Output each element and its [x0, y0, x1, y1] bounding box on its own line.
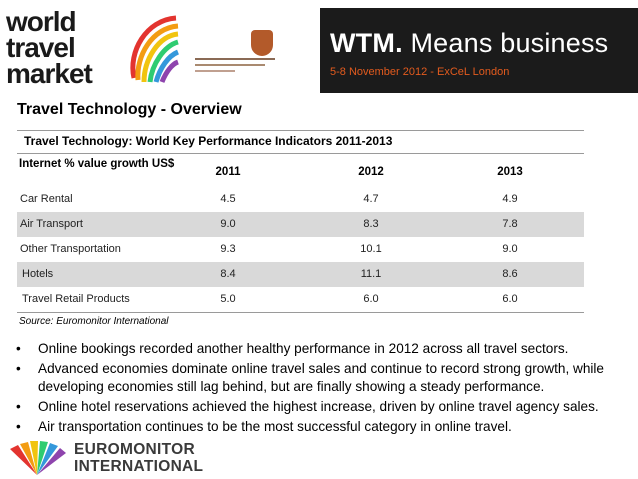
page-title: Travel Technology - Overview — [17, 101, 242, 118]
cell-value: 4.5 — [220, 193, 236, 205]
event-date: 5-8 November 2012 - ExCeL London — [330, 66, 510, 78]
cell-value: 6.0 — [363, 293, 379, 305]
table-row: Air Transport 9.0 8.3 7.8 — [17, 212, 584, 237]
cell-value: 10.1 — [360, 243, 382, 255]
table-bottom-rule — [17, 312, 584, 313]
row-label: Air Transport — [20, 218, 83, 230]
row-label: Hotels — [22, 268, 54, 280]
slogan-rest: Means business — [402, 28, 609, 58]
header-banner: world travel market WTM. Means business … — [0, 0, 638, 93]
table-row: Car Rental 4.5 4.7 4.9 — [17, 187, 584, 212]
table-row: Travel Retail Products 5.0 6.0 6.0 — [17, 287, 584, 312]
bullet-text: Online bookings recorded another healthy… — [38, 341, 569, 356]
table-header-rule — [17, 153, 584, 154]
slogan-text: WTM. Means business — [330, 28, 608, 59]
cell-value: 11.1 — [360, 268, 382, 280]
euromonitor-wordmark: EUROMONITOR — [74, 441, 195, 458]
wtm-slogan-panel: WTM. Means business 5-8 November 2012 - … — [320, 8, 638, 93]
cell-value: 8.3 — [363, 218, 379, 230]
bullet-marker: • — [16, 399, 21, 414]
cell-value: 6.0 — [502, 293, 518, 305]
cell-value: 9.0 — [502, 243, 518, 255]
international-wordmark: INTERNATIONAL — [74, 458, 204, 475]
cell-value: 4.7 — [363, 193, 379, 205]
logo-word-travel: travel — [6, 32, 76, 63]
row-label: Car Rental — [20, 193, 73, 205]
table-row: Hotels 8.4 11.1 8.6 — [17, 262, 584, 287]
bullet-text: Air transportation continues to be the m… — [38, 419, 512, 434]
table-title: Travel Technology: World Key Performance… — [24, 134, 393, 148]
cell-value: 8.6 — [502, 268, 518, 280]
column-header-2013: 2013 — [497, 166, 523, 178]
world-travel-market-logo: world travel market — [6, 6, 180, 89]
row-label: Travel Retail Products — [22, 293, 130, 305]
bullet-text: Advanced economies dominate online trave… — [38, 361, 604, 394]
row-label: Other Transportation — [20, 243, 121, 255]
bullet-text: Online hotel reservations achieved the h… — [38, 399, 599, 414]
logo-word-market: market — [6, 58, 93, 89]
cell-value: 4.9 — [502, 193, 518, 205]
bullet-marker: • — [16, 361, 21, 376]
logo-word-world: world — [6, 6, 77, 37]
table-header-label: Internet % value growth US$ — [19, 158, 175, 170]
euromonitor-logo: EUROMONITOR INTERNATIONAL — [8, 439, 208, 475]
sunburst-icon — [10, 441, 66, 475]
source-note: Source: Euromonitor International — [19, 316, 169, 327]
slogan-wtm: WTM. — [330, 28, 403, 58]
table-row: Other Transportation 9.3 10.1 9.0 — [17, 237, 584, 262]
bullet-marker: • — [16, 419, 21, 434]
cell-value: 7.8 — [502, 218, 518, 230]
column-header-2012: 2012 — [358, 166, 384, 178]
globe-swirl-icon — [130, 15, 180, 83]
column-header-2011: 2011 — [215, 166, 241, 178]
falcon-emblem-icon — [251, 30, 273, 56]
cell-value: 8.4 — [220, 268, 236, 280]
table-top-rule — [17, 130, 584, 131]
cell-value: 9.0 — [220, 218, 236, 230]
cell-value: 5.0 — [220, 293, 236, 305]
bullet-marker: • — [16, 341, 21, 356]
cell-value: 9.3 — [220, 243, 236, 255]
sponsor-authority-logo — [195, 28, 285, 86]
